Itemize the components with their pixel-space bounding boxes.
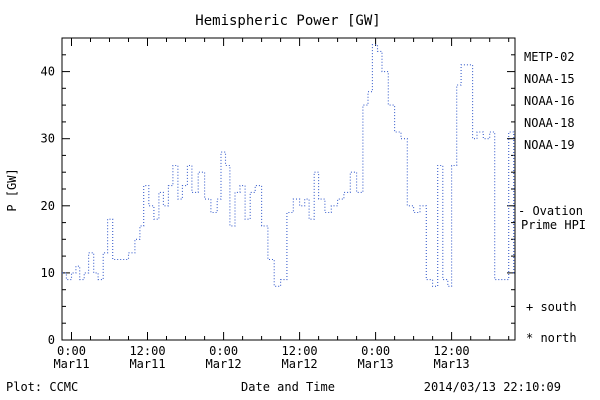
x-tick-date-label: Mar12: [206, 357, 242, 371]
plot-credit-label: Plot: CCMC: [6, 380, 78, 394]
legend-noaa-15: NOAA-15: [524, 72, 575, 86]
x-tick-date-label: Mar13: [434, 357, 470, 371]
y-tick-label: 40: [41, 65, 55, 79]
legend-noaa-16: NOAA-16: [524, 94, 575, 108]
ovation-label-line1: - Ovation: [518, 204, 583, 218]
y-tick-label: 10: [41, 266, 55, 280]
x-tick-time-label: 12:00: [129, 344, 165, 358]
ovation-label-line2: Prime HPI: [521, 218, 586, 232]
hpi-step-line: [62, 44, 515, 287]
x-tick-date-label: Mar12: [282, 357, 318, 371]
y-tick-label: 30: [41, 132, 55, 146]
y-tick-label: 20: [41, 199, 55, 213]
x-tick-time-label: 0:00: [209, 344, 238, 358]
plot-dynamic-layer: 0102030400:00Mar1112:00Mar110:00Mar1212:…: [41, 37, 586, 371]
x-tick-time-label: 12:00: [282, 344, 318, 358]
plot-timestamp: 2014/03/13 22:10:09: [424, 380, 561, 394]
south-marker-label: + south: [526, 300, 577, 314]
x-tick-time-label: 0:00: [57, 344, 86, 358]
x-tick-date-label: Mar13: [358, 357, 394, 371]
x-axis-label: Date and Time: [241, 380, 335, 394]
north-marker-label: * north: [526, 331, 577, 345]
x-tick-date-label: Mar11: [53, 357, 89, 371]
legend-noaa-19: NOAA-19: [524, 138, 575, 152]
x-tick-date-label: Mar11: [129, 357, 165, 371]
y-axis-label: P [GW]: [5, 168, 19, 211]
chart-title: Hemispheric Power [GW]: [195, 13, 380, 29]
legend-noaa-18: NOAA-18: [524, 116, 575, 130]
y-tick-label: 0: [48, 333, 55, 347]
x-tick-time-label: 0:00: [361, 344, 390, 358]
x-tick-time-label: 12:00: [434, 344, 470, 358]
legend-metp-02: METP-02: [524, 50, 575, 64]
plot-frame: [61, 37, 516, 341]
